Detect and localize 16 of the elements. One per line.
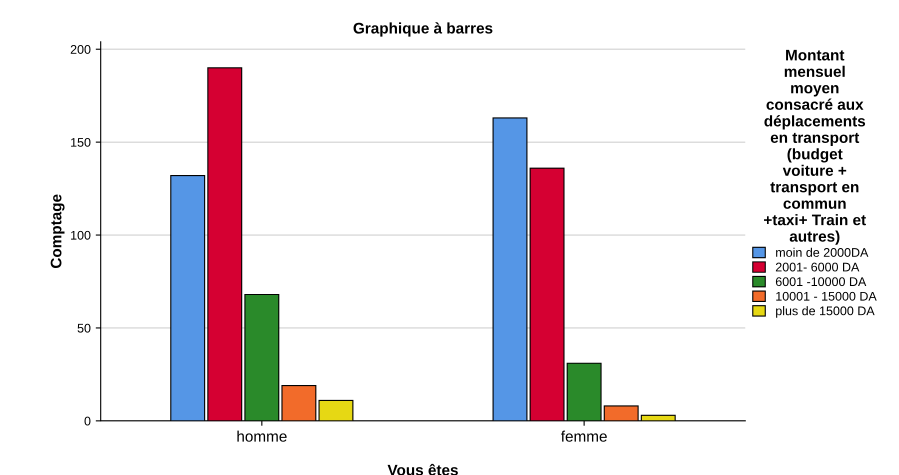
text: Montant mensuel moyen consacré aux déplacements en transport (budget voiture + transport en commun +taxi+ Train et autres) bbox=[764, 50, 866, 245]
chart-title: Graphique à barres bbox=[354, 22, 492, 37]
legend-label: moin de 2000DA bbox=[776, 248, 868, 257]
x-tick-label: femme bbox=[561, 430, 607, 442]
x-tick-label: homme bbox=[237, 430, 287, 442]
y-tick-label: 200 bbox=[70, 45, 90, 54]
y-tick-label: 0 bbox=[84, 416, 90, 426]
y-tick-label: 150 bbox=[71, 138, 90, 147]
legend-label: 10001 - 15000 DA bbox=[776, 292, 877, 301]
legend-label: 6001 -10000 DA bbox=[776, 277, 866, 286]
x-axis-title: Vous êtes bbox=[388, 464, 458, 475]
y-tick-label: 50 bbox=[78, 324, 90, 333]
legend-label: 2001- 6000 DA bbox=[776, 262, 860, 272]
legend-label: plus de 15000 DA bbox=[776, 306, 875, 318]
y-tick-label: 100 bbox=[71, 230, 90, 240]
y-axis-title: Comptage bbox=[50, 194, 65, 268]
